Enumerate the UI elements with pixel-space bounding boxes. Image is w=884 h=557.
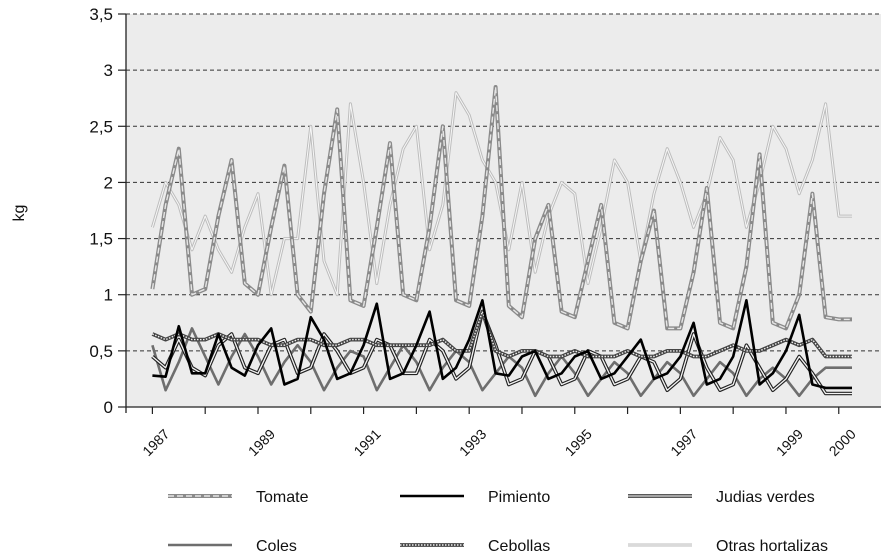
series-tomate-core — [151, 86, 852, 330]
legend-item-cebollas-label: Cebollas — [488, 538, 550, 555]
legend-item-pimiento-label: Pimiento — [488, 489, 550, 506]
x-tick-label-1: 1989 — [245, 426, 278, 459]
y-tick-label-0: 0 — [104, 398, 113, 417]
x-tick-label-7: 2000 — [826, 426, 859, 459]
legend-item-coles-label: Coles — [256, 538, 297, 555]
legend-item-cebollas: Cebollas — [400, 538, 550, 555]
legend: Tomate Pimiento Judias verdes Coles Cebollas… — [168, 489, 828, 555]
legend-item-tomate-label: Tomate — [256, 489, 309, 506]
legend-item-coles: Coles — [168, 538, 297, 555]
axes — [118, 13, 881, 414]
y-tick-label-7: 3,5 — [89, 5, 113, 24]
y-tick-label-4: 2 — [104, 173, 113, 192]
x-tick-label-0: 1987 — [139, 426, 172, 459]
legend-item-pimiento: Pimiento — [400, 489, 550, 506]
x-tick-label-6: 1999 — [773, 426, 806, 459]
series-pimiento-line — [152, 299, 852, 390]
legend-item-otras-hortalizas-label: Otras hortalizas — [716, 538, 828, 555]
series-judias-verdes — [151, 309, 852, 396]
series-lines — [150, 85, 852, 398]
x-tick-label-2: 1991 — [350, 426, 383, 459]
y-tick-label-3: 1,5 — [89, 230, 113, 249]
legend-item-judias-verdes-label: Judias verdes — [716, 489, 815, 506]
legend-item-otras-hortalizas: Otras hortalizas — [628, 538, 828, 555]
y-tick-labels: 0 0,5 1 1,5 2 2,5 3 3,5 — [89, 5, 113, 417]
x-tick-label-4: 1995 — [562, 426, 595, 459]
legend-item-tomate: Tomate — [168, 489, 309, 506]
series-pimiento — [152, 299, 852, 390]
y-tick-label-5: 2,5 — [89, 117, 113, 136]
y-tick-label-6: 3 — [104, 61, 113, 80]
series-judias-verdes-core — [151, 310, 852, 395]
series-tomate — [150, 85, 852, 331]
series-cebollas-core — [152, 310, 852, 358]
y-tick-label-2: 1 — [104, 286, 113, 305]
y-axis-label: kg — [11, 205, 28, 222]
x-tick-label-3: 1993 — [456, 426, 489, 459]
x-tick-labels: 1987 1989 1991 1993 1995 1997 1999 2000 — [139, 426, 859, 459]
y-tick-label-1: 0,5 — [89, 342, 113, 361]
legend-item-judias-verdes: Judias verdes — [628, 489, 815, 506]
x-tick-label-5: 1997 — [667, 426, 700, 459]
